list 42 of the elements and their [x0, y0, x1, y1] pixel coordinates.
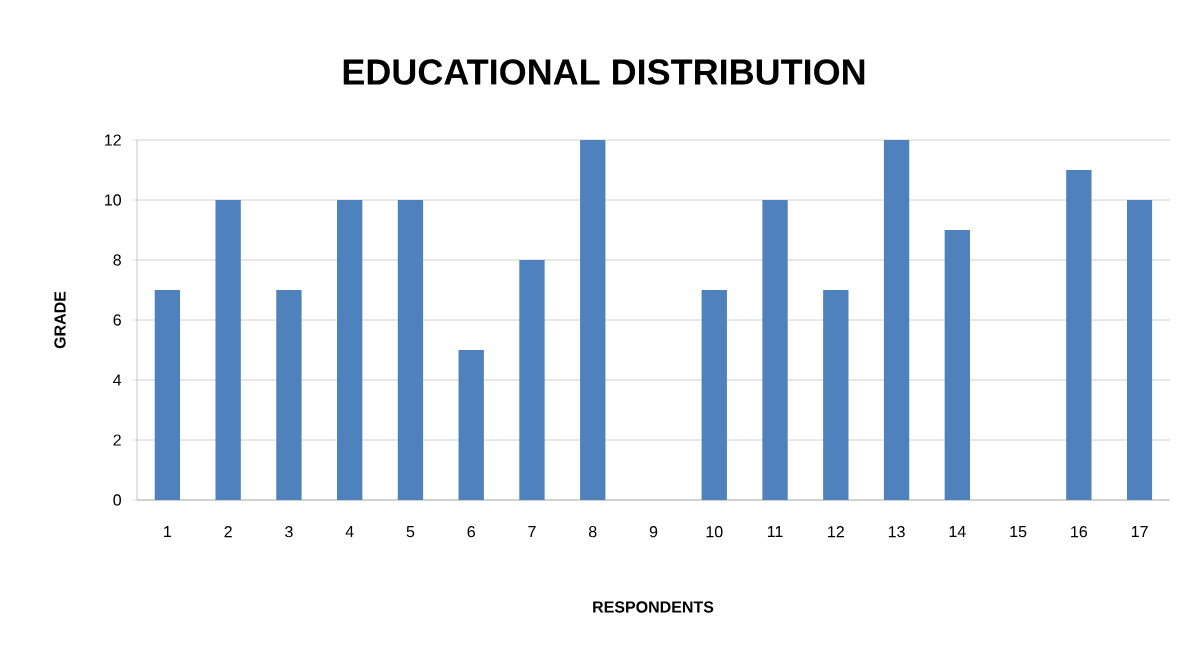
- bar: [701, 290, 727, 501]
- bar: [823, 290, 849, 501]
- bar: [1066, 170, 1092, 501]
- y-tick-label: 12: [105, 134, 121, 146]
- x-axis-title: RESPONDENTS: [593, 601, 714, 613]
- x-tick-label: 14: [949, 526, 966, 538]
- x-tick-label: 10: [706, 526, 723, 538]
- y-tick-label: 6: [113, 314, 121, 326]
- x-tick-label: 4: [345, 526, 354, 538]
- x-tick-label: 11: [767, 526, 783, 538]
- bar: [215, 200, 241, 501]
- y-tick-label: 10: [105, 194, 122, 206]
- bar: [580, 140, 606, 501]
- bar: [458, 350, 484, 501]
- bar: [276, 290, 302, 501]
- y-tick-label: 4: [113, 374, 122, 386]
- bar: [762, 200, 788, 501]
- chart-title: EDUCATIONAL DISTRIBUTION: [343, 59, 865, 85]
- x-tick-label: 6: [467, 526, 475, 538]
- bar: [944, 230, 970, 501]
- bar: [337, 200, 363, 501]
- y-tick-label: 0: [113, 494, 122, 506]
- bar: [883, 140, 910, 501]
- bar: [397, 200, 424, 501]
- x-tick-label: 17: [1131, 526, 1148, 538]
- x-tick-label: 2: [224, 526, 232, 538]
- x-tick-label: 12: [828, 526, 844, 538]
- bar: [154, 290, 181, 501]
- x-tick-label: 5: [406, 526, 415, 538]
- x-tick-label: 3: [285, 526, 293, 538]
- x-tick-label: 15: [1010, 526, 1027, 538]
- x-tick-label: 16: [1071, 526, 1088, 538]
- x-tick-label: 7: [528, 526, 536, 538]
- y-tick-label: 8: [113, 254, 121, 266]
- bar: [519, 260, 545, 501]
- x-tick-label: 8: [588, 526, 597, 538]
- x-tick-label: 13: [888, 526, 905, 538]
- y-axis-title: GRADE: [54, 291, 66, 349]
- x-tick-label: 9: [649, 526, 658, 538]
- x-tick-label: 1: [164, 526, 172, 538]
- y-tick-label: 2: [113, 434, 121, 446]
- bar: [1126, 200, 1153, 501]
